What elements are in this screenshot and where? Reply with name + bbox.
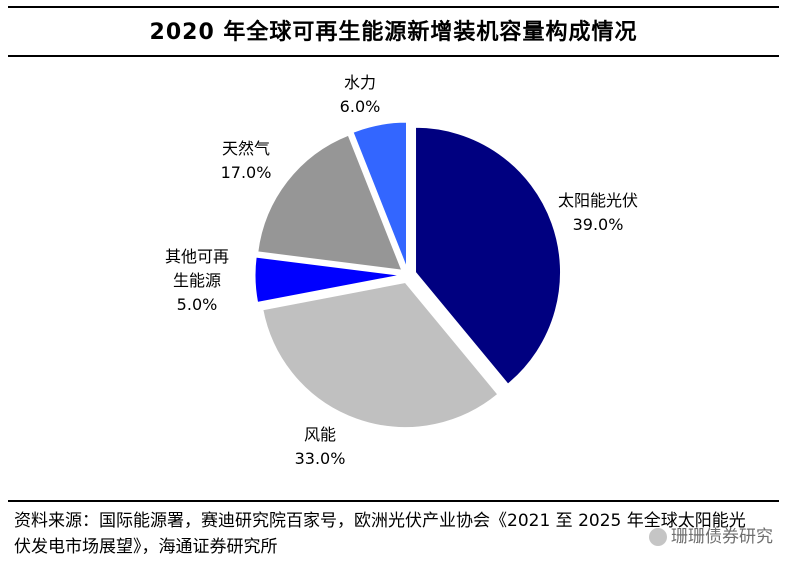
pie-slice-1 [262, 281, 499, 429]
pie-slice-0 [415, 126, 562, 385]
slice-label-4: 水力 6.0% [340, 73, 381, 116]
slice-label-0: 太阳能光伏 39.0% [558, 191, 638, 234]
slice-label-1: 风能 33.0% [295, 425, 346, 468]
slice-label-3: 天然气 17.0% [221, 139, 272, 182]
pie-slice-4 [352, 121, 408, 268]
pie-chart: 太阳能光伏 39.0% 风能 33.0% 其他可再生能源 5.0% 天然气 17.0% 水力 6.… [165, 73, 638, 468]
chart-title: 2020 年全球可再生能源新增装机容量构成情况 [149, 20, 638, 45]
source-rule [8, 500, 779, 502]
wechat-icon [649, 528, 667, 546]
title-rule [8, 55, 779, 57]
pie-slice-3 [257, 134, 403, 271]
top-rule [8, 6, 779, 8]
watermark-text: 珊珊债券研究 [671, 527, 773, 547]
pie-slice-2 [254, 256, 401, 304]
slice-label-2: 其他可再生能源 5.0% [165, 247, 229, 314]
watermark: 珊珊债券研究 [649, 522, 773, 547]
source-note: 资料来源：国际能源署，赛迪研究院百家号，欧洲光伏产业协会《2021 至 2025… [14, 511, 746, 557]
